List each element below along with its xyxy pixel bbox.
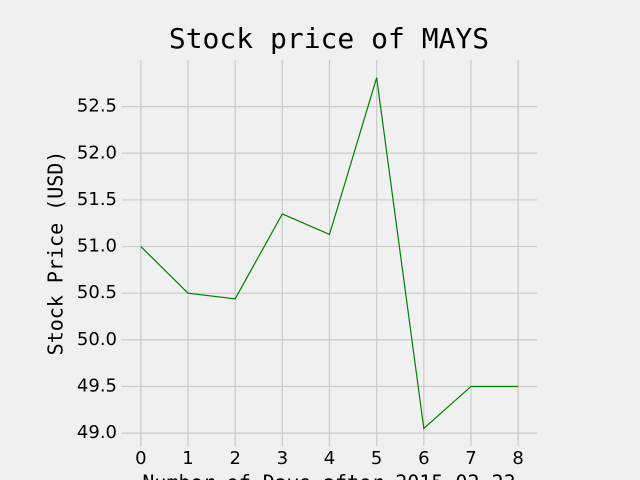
x-tick-label: 0 — [135, 448, 146, 469]
y-tick-label: 50.5 — [77, 282, 117, 303]
y-axis-label: Stock Price (USD) — [44, 151, 68, 356]
x-tick-label: 3 — [277, 448, 288, 469]
y-tick-label: 51.0 — [77, 236, 117, 257]
y-tick-label: 52.0 — [77, 142, 117, 163]
data-line — [140, 77, 519, 430]
x-tick-label: 6 — [418, 448, 429, 469]
x-tick-label: 7 — [465, 448, 476, 469]
y-tick-label: 49.5 — [77, 375, 117, 396]
x-tick-label: 2 — [229, 448, 240, 469]
chart-title: Stock price of MAYS — [169, 22, 489, 55]
x-axis-label: Number of Days after 2015-02-23 — [142, 471, 515, 480]
x-tick-label: 4 — [324, 448, 335, 469]
y-tick-label: 51.5 — [77, 189, 117, 210]
y-tick-label: 49.0 — [77, 422, 117, 443]
y-tick-label: 52.5 — [77, 96, 117, 117]
x-tick-label: 8 — [512, 448, 523, 469]
y-tick-label: 50.0 — [77, 329, 117, 350]
x-tick-label: 1 — [182, 448, 193, 469]
x-tick-label: 5 — [371, 448, 382, 469]
